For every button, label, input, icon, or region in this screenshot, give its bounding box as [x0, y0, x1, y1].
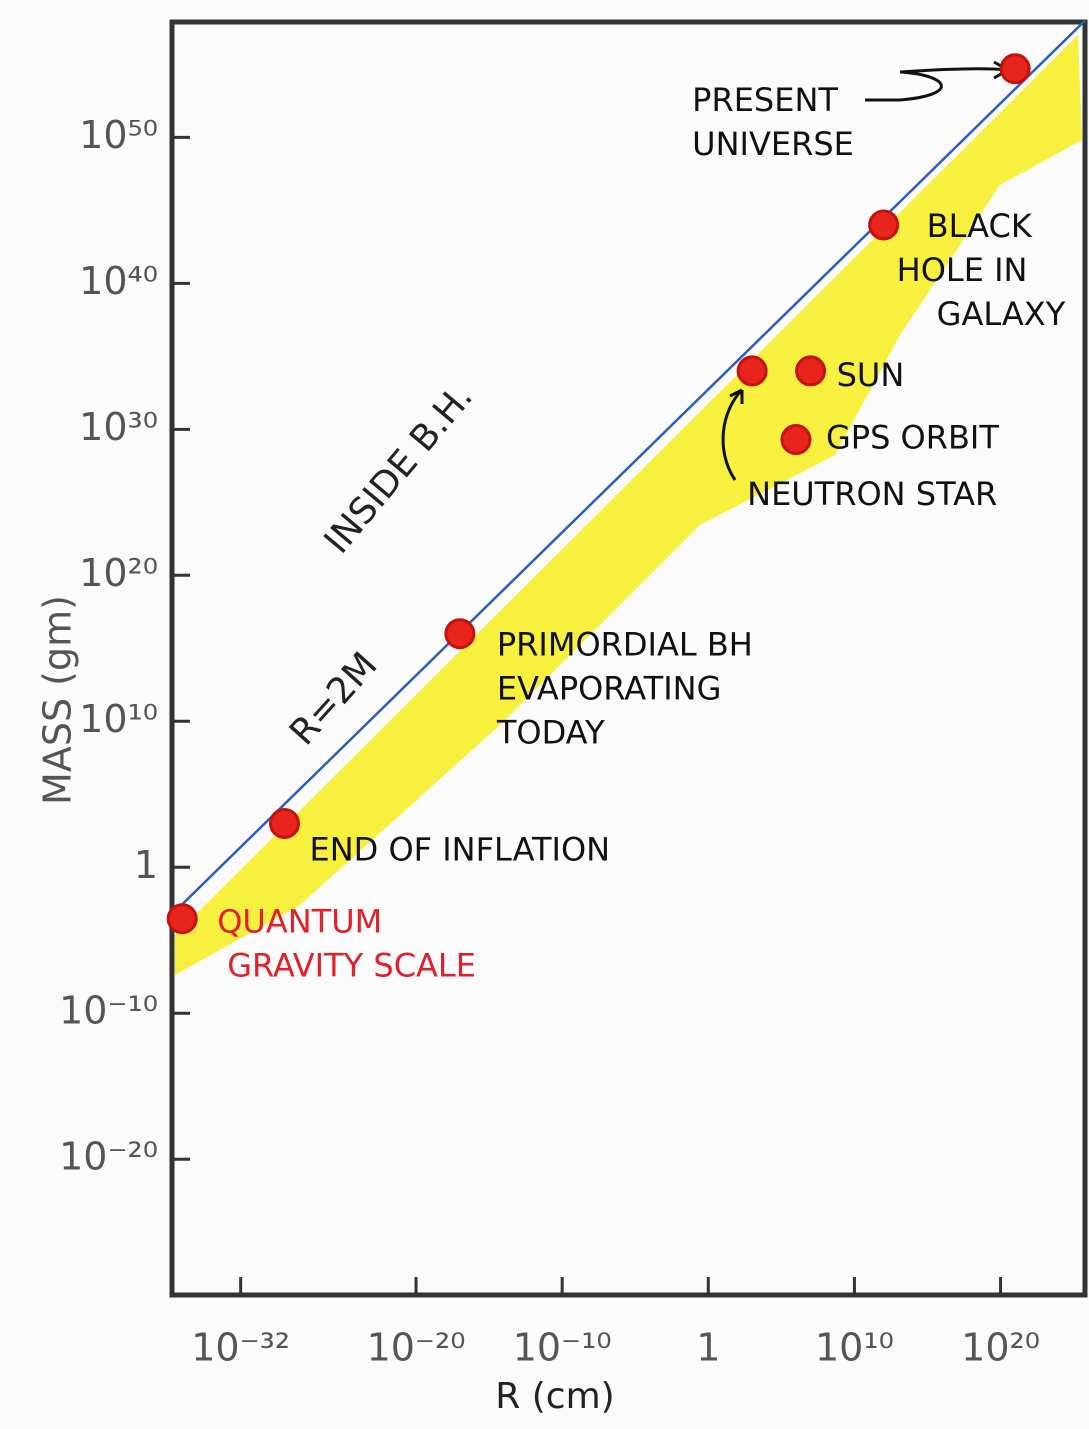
plot-frame: [169, 19, 1088, 1298]
point: [736, 355, 768, 387]
point-label: EVAPORATING: [497, 670, 722, 708]
point: [999, 53, 1031, 85]
arrow: [721, 388, 744, 481]
y-axis-label: MASS (gm): [36, 595, 80, 805]
y-tick-label: 10⁴⁰: [79, 259, 158, 303]
point-label: SUN: [837, 356, 905, 394]
point-label: NEUTRON STAR: [747, 475, 997, 513]
point: [166, 903, 198, 935]
point-label: GPS ORBIT: [826, 419, 999, 457]
point-label: BLACK: [927, 207, 1033, 245]
point-label: TODAY: [496, 714, 605, 752]
x-tick-label: 10⁻²⁰: [367, 1326, 466, 1370]
point-label: QUANTUM: [217, 903, 382, 941]
y-tick-label: 10¹⁰: [79, 697, 158, 741]
point: [269, 807, 301, 839]
point: [444, 618, 476, 650]
y-tick-label: 10⁵⁰: [79, 113, 158, 157]
y-tick-label: 10⁻¹⁰: [59, 989, 158, 1033]
point-label: GRAVITY SCALE: [227, 947, 476, 985]
x-tick-label: 10⁻³²: [191, 1326, 290, 1370]
point: [795, 355, 827, 387]
point-label: HOLE IN: [897, 251, 1028, 289]
x-axis-label: R (cm): [495, 1376, 614, 1417]
x-tick-label: 10⁻¹⁰: [513, 1326, 612, 1370]
highlight-band: [175, 35, 1082, 975]
x-tick-label: 10¹⁰: [815, 1326, 894, 1370]
boundary-line: [171, 19, 1086, 916]
y-tick-label: 10⁻²⁰: [59, 1135, 158, 1179]
y-tick-label: 10²⁰: [79, 551, 158, 595]
point-label: PRIMORDIAL BH: [497, 626, 753, 664]
point-label: PRESENT: [692, 81, 838, 119]
point: [868, 209, 900, 241]
point: [780, 424, 812, 456]
point-label: END OF INFLATION: [310, 830, 611, 868]
y-tick-label: 10³⁰: [79, 405, 158, 449]
point-label: GALAXY: [937, 295, 1066, 333]
x-tick-label: 10²⁰: [961, 1326, 1040, 1370]
x-tick-label: 1: [696, 1326, 720, 1370]
point-label: UNIVERSE: [692, 125, 854, 163]
y-tick-label: 1: [134, 843, 158, 887]
